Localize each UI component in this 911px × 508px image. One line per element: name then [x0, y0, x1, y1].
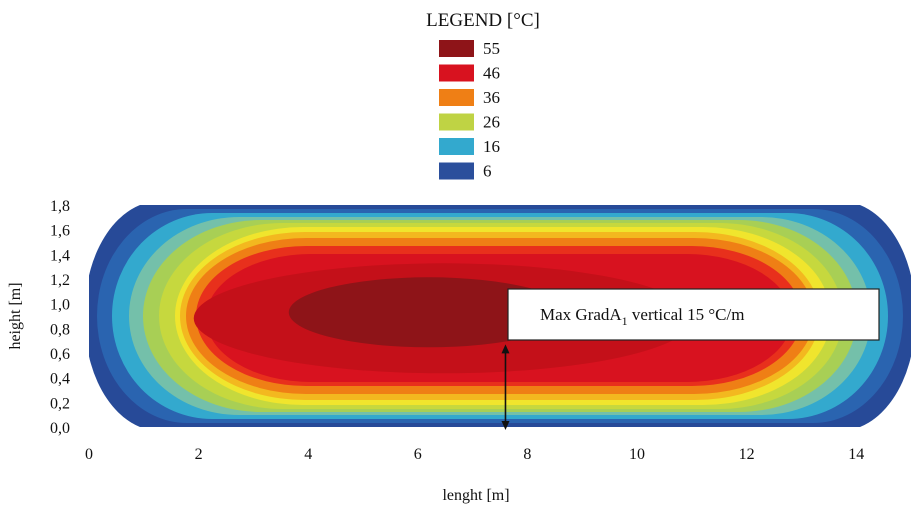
y-tick-label: 0,0	[50, 420, 70, 437]
y-tick-label: 1,0	[50, 297, 70, 314]
legend-label-16: 16	[483, 137, 500, 156]
annotation-box	[507, 288, 880, 341]
legend-label-26: 26	[483, 113, 500, 132]
legend-swatch-55	[439, 40, 474, 57]
x-tick-label: 6	[414, 446, 422, 463]
y-tick-label: 0,8	[50, 321, 70, 338]
y-axis-label: height [m]	[7, 282, 24, 349]
x-tick-label: 14	[848, 446, 864, 463]
y-tick-label: 1,8	[50, 198, 70, 215]
annotation-text: Max GradA1 vertical 15 °C/m	[540, 305, 744, 328]
plot-area	[89, 205, 911, 427]
arrow-head-top	[501, 344, 510, 354]
legend-swatch-26	[439, 113, 474, 131]
contour-band-55	[288, 277, 569, 348]
y-tick-label: 1,6	[50, 223, 70, 240]
x-tick-label: 0	[85, 446, 93, 463]
y-axis-ticks: 0,0 0,2 0,4 0,6 0,8 1,0 1,2 1,4 1,6 1,8	[50, 198, 70, 437]
legend-label-6: 6	[483, 162, 492, 181]
x-tick-label: 2	[195, 446, 203, 463]
x-axis-label: lenght [m]	[442, 487, 509, 504]
y-tick-label: 1,4	[50, 247, 70, 264]
legend-label-36: 36	[483, 88, 500, 107]
gradient-arrow	[501, 344, 510, 430]
x-tick-label: 4	[304, 446, 312, 463]
y-tick-label: 0,4	[50, 371, 70, 388]
legend-swatch-36	[439, 89, 474, 106]
x-tick-label: 8	[523, 446, 531, 463]
y-tick-label: 0,2	[50, 395, 70, 412]
x-tick-label: 12	[739, 446, 755, 463]
y-tick-label: 1,2	[50, 272, 70, 289]
annotation: Max GradA1 vertical 15 °C/m	[501, 288, 880, 430]
y-tick-label: 0,6	[50, 346, 70, 363]
legend: LEGEND [°C] 55 46 36 26 16 6	[426, 10, 540, 181]
legend-swatch-46	[439, 64, 474, 82]
x-tick-label: 10	[629, 446, 645, 463]
x-axis-ticks: 0 2 4 6 8 10 12 14	[85, 446, 864, 463]
legend-label-46: 46	[483, 64, 500, 83]
legend-label-55: 55	[483, 39, 500, 58]
legend-swatch-6	[439, 162, 474, 180]
arrow-head-bottom	[501, 421, 510, 430]
legend-swatch-16	[439, 138, 474, 155]
legend-title: LEGEND [°C]	[426, 10, 540, 31]
